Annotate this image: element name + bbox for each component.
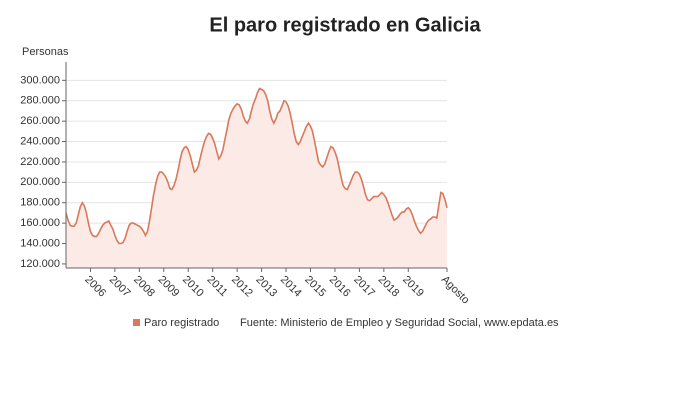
x-tick-label: 2014 xyxy=(278,274,304,300)
x-tick-label: 2006 xyxy=(82,274,108,300)
x-tick-label: 2011 xyxy=(205,274,230,299)
y-tick-label: 220.000 xyxy=(20,156,60,168)
chart-title: El paro registrado en Galicia xyxy=(209,14,481,36)
x-tick-label: 2012 xyxy=(229,274,255,300)
x-tick-label: 2008 xyxy=(131,274,157,300)
x-tick-label: 2015 xyxy=(302,274,328,300)
y-tick-label: 140.000 xyxy=(20,237,60,249)
x-tick-label: 2013 xyxy=(253,274,279,300)
y-tick-label: 260.000 xyxy=(20,115,60,127)
x-tick-label: 2009 xyxy=(156,274,182,300)
x-tick-label: 2019 xyxy=(400,274,426,300)
x-tick-label: 2016 xyxy=(327,274,353,300)
y-tick-label: 200.000 xyxy=(20,176,60,188)
x-tick-label: Agosto xyxy=(439,274,472,307)
x-tick-label: 2007 xyxy=(107,274,133,300)
source: Fuente: Ministerio de Empleo y Seguridad… xyxy=(240,317,559,329)
line xyxy=(65,87,448,245)
y-tick-label: 120.000 xyxy=(20,258,60,270)
legend-label: Paro registrado xyxy=(144,317,219,329)
y-tick-label: 280.000 xyxy=(20,95,60,107)
y-tick-label: 160.000 xyxy=(20,217,60,229)
x-tick-label: 2017 xyxy=(351,274,377,300)
y-tick-label: 300.000 xyxy=(20,74,60,86)
x-tick-label: 2018 xyxy=(376,274,402,300)
y-axis-label: Personas xyxy=(22,46,69,58)
y-tick-label: 180.000 xyxy=(20,197,60,209)
legend-swatch xyxy=(133,319,140,326)
x-tick-label: 2010 xyxy=(180,274,206,300)
y-tick-label: 240.000 xyxy=(20,135,60,147)
area xyxy=(66,88,447,268)
